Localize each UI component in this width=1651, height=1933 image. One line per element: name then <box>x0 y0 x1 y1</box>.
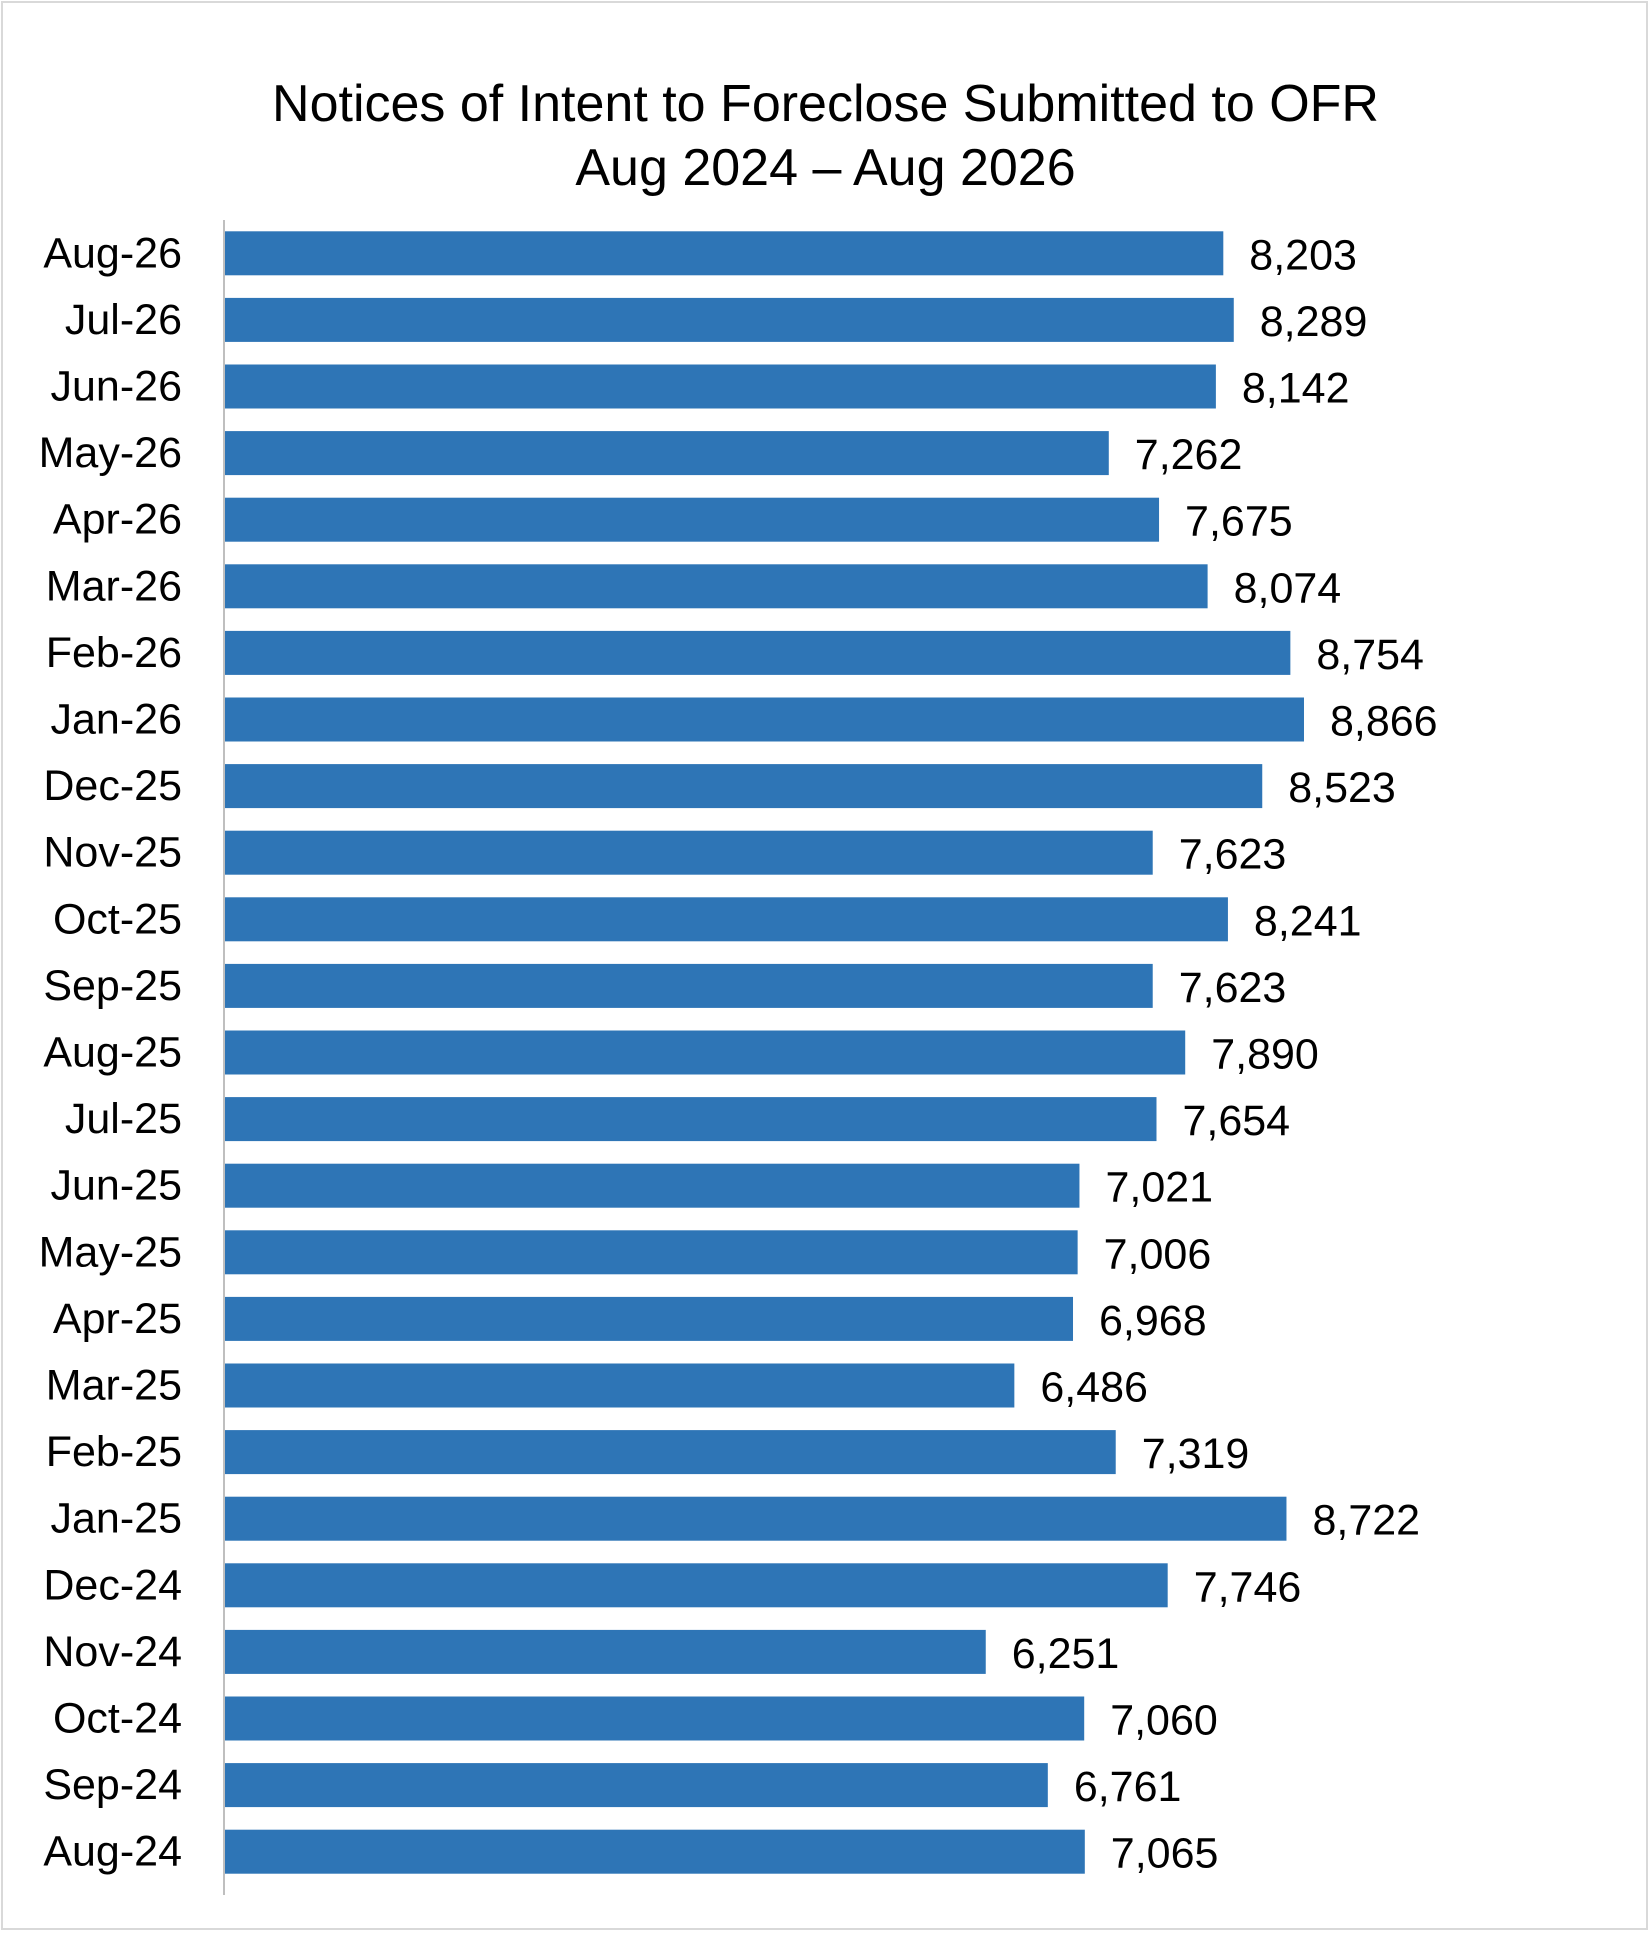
category-label: Apr-25 <box>53 1295 182 1343</box>
category-label: Oct-25 <box>53 895 182 943</box>
bar-Jun-25 <box>225 1163 1080 1208</box>
data-label: 7,623 <box>1179 964 1287 1012</box>
category-label: Nov-25 <box>43 829 182 877</box>
bar-Apr-26 <box>225 497 1160 542</box>
bar-Nov-24 <box>225 1629 986 1674</box>
data-label: 8,523 <box>1288 764 1396 812</box>
data-label: 6,251 <box>1012 1630 1120 1678</box>
bar-Aug-26 <box>225 231 1224 276</box>
category-label: Jul-25 <box>65 1095 182 1143</box>
bar-Dec-24 <box>225 1563 1168 1608</box>
chart-title: Notices of Intent to Foreclose Submitted… <box>272 75 1379 133</box>
bar-Sep-25 <box>225 963 1153 1008</box>
category-label: Jan-25 <box>51 1495 182 1543</box>
data-label: 7,021 <box>1105 1164 1213 1212</box>
bar-Jul-25 <box>225 1097 1157 1142</box>
bar-Apr-25 <box>225 1296 1074 1341</box>
data-label: 8,203 <box>1249 231 1357 279</box>
category-label: Sep-24 <box>43 1761 182 1809</box>
data-label: 8,074 <box>1234 564 1342 612</box>
data-label: 7,262 <box>1135 431 1243 479</box>
data-label: 8,142 <box>1242 365 1350 413</box>
bar-Jun-26 <box>225 364 1216 409</box>
bar-Aug-25 <box>225 1030 1186 1075</box>
bar-May-26 <box>225 431 1109 476</box>
category-label: Jul-26 <box>65 296 182 344</box>
bar-Oct-25 <box>225 897 1228 942</box>
category-label: Oct-24 <box>53 1695 182 1743</box>
data-label: 8,241 <box>1254 897 1362 945</box>
data-label: 8,754 <box>1316 631 1424 679</box>
category-label: Mar-25 <box>46 1362 182 1410</box>
data-label: 8,866 <box>1330 698 1438 746</box>
category-label: May-26 <box>39 429 182 477</box>
data-label: 8,289 <box>1260 298 1368 346</box>
category-label: Aug-25 <box>43 1029 182 1077</box>
bar-Jan-26 <box>225 697 1304 742</box>
data-label: 6,968 <box>1099 1297 1207 1345</box>
bar-Aug-24 <box>225 1829 1085 1874</box>
data-label: 7,890 <box>1211 1031 1319 1079</box>
category-label: Feb-25 <box>46 1428 182 1476</box>
category-label: Aug-24 <box>43 1828 182 1876</box>
category-label: Jan-26 <box>51 696 182 744</box>
data-label: 8,722 <box>1312 1497 1420 1545</box>
category-label: Dec-25 <box>43 762 182 810</box>
bar-Mar-25 <box>225 1363 1015 1408</box>
bar-Nov-25 <box>225 830 1153 875</box>
category-label: Nov-24 <box>43 1628 182 1676</box>
data-label: 7,623 <box>1179 831 1287 879</box>
data-label: 7,060 <box>1110 1697 1218 1745</box>
category-label: Jun-25 <box>51 1162 182 1210</box>
data-label: 7,065 <box>1111 1830 1219 1878</box>
category-label: Feb-26 <box>46 629 182 677</box>
category-label: Aug-26 <box>43 229 182 277</box>
data-label: 7,006 <box>1104 1230 1212 1278</box>
category-label: Jun-26 <box>51 363 182 411</box>
chart-title-block: Notices of Intent to Foreclose Submitted… <box>0 72 1651 200</box>
data-label: 7,654 <box>1182 1097 1290 1145</box>
bar-Sep-24 <box>225 1763 1048 1808</box>
data-label: 6,486 <box>1040 1364 1148 1412</box>
data-label: 7,746 <box>1194 1563 1302 1611</box>
category-label: May-25 <box>39 1228 182 1276</box>
data-label: 7,675 <box>1185 498 1293 546</box>
bar-Oct-24 <box>225 1696 1085 1741</box>
bar-Jan-25 <box>225 1496 1287 1541</box>
bar-Jul-26 <box>225 297 1234 342</box>
bar-Dec-25 <box>225 764 1263 809</box>
data-label: 6,761 <box>1074 1763 1182 1811</box>
bar-Feb-26 <box>225 630 1291 675</box>
bar-Feb-25 <box>225 1430 1116 1475</box>
category-label: Apr-26 <box>53 496 182 544</box>
bar-Mar-26 <box>225 564 1208 609</box>
category-label: Mar-26 <box>46 562 182 610</box>
bar-May-25 <box>225 1230 1078 1275</box>
data-label: 7,319 <box>1142 1430 1250 1478</box>
category-label: Sep-25 <box>43 962 182 1010</box>
chart-subtitle: Aug 2024 – Aug 2026 <box>575 139 1076 197</box>
category-label: Dec-24 <box>43 1561 182 1609</box>
